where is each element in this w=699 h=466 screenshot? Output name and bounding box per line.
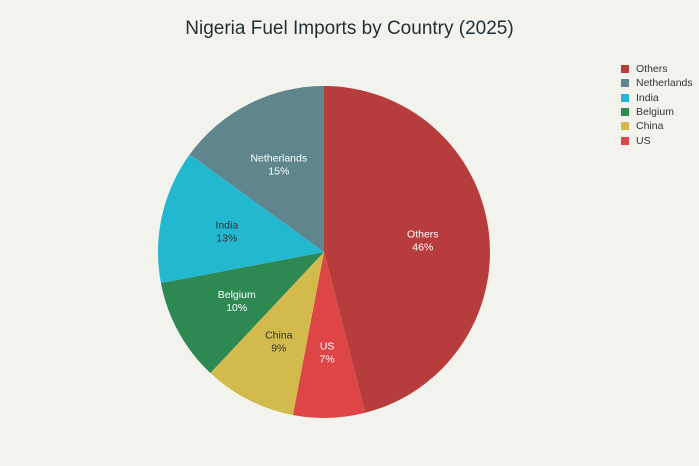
slice-label-netherlands: Netherlands 15% xyxy=(250,152,307,177)
legend-label: Netherlands xyxy=(636,77,693,90)
slice-label-name: Netherlands xyxy=(250,152,307,164)
chart-title: Nigeria Fuel Imports by Country (2025) xyxy=(185,18,514,39)
pie-slice-belgium xyxy=(160,252,324,374)
slice-label-value: 46% xyxy=(412,242,433,254)
slice-label-china: China 9% xyxy=(265,330,293,355)
legend-label: Belgium xyxy=(636,106,674,119)
slice-label-name: Others xyxy=(407,229,439,241)
slice-label-value: 10% xyxy=(226,302,247,314)
legend-swatch xyxy=(621,122,629,131)
slice-label-name: China xyxy=(265,330,293,342)
legend-item-others: Others xyxy=(621,62,693,76)
pie-slice-us xyxy=(292,252,366,418)
legend-swatch xyxy=(621,65,629,74)
legend-label: Others xyxy=(636,63,668,76)
slice-label-others: Others 46% xyxy=(407,229,439,254)
legend-item-china: China xyxy=(621,119,693,133)
legend-label: US xyxy=(636,134,651,147)
slice-label-name: US xyxy=(320,341,335,353)
legend-swatch xyxy=(621,136,629,145)
slice-label-belgium: Belgium 10% xyxy=(218,289,256,314)
slice-label-name: India xyxy=(215,219,238,231)
slice-label-value: 9% xyxy=(271,343,286,355)
legend-swatch xyxy=(621,108,629,117)
slice-label-value: 13% xyxy=(216,232,237,244)
legend-item-netherlands: Netherlands xyxy=(621,76,693,90)
slice-label-name: Belgium xyxy=(218,289,256,301)
pie-slice-india xyxy=(158,154,324,284)
slice-label-us: US 7% xyxy=(320,341,335,366)
legend-item-belgium: Belgium xyxy=(621,105,693,119)
pie-slice-china xyxy=(210,252,324,416)
slice-label-india: India 13% xyxy=(215,219,238,244)
slice-label-value: 15% xyxy=(268,165,289,177)
legend-item-india: India xyxy=(621,91,693,105)
legend-swatch xyxy=(621,93,629,102)
pie-slice-others xyxy=(324,86,490,413)
legend-item-us: US xyxy=(621,133,693,147)
legend-label: China xyxy=(636,120,664,133)
pie-slice-netherlands xyxy=(189,86,324,252)
legend-swatch xyxy=(621,79,629,88)
legend: Others Netherlands India Belgium China US xyxy=(621,62,693,148)
legend-label: India xyxy=(636,91,659,104)
slice-label-value: 7% xyxy=(320,354,335,366)
